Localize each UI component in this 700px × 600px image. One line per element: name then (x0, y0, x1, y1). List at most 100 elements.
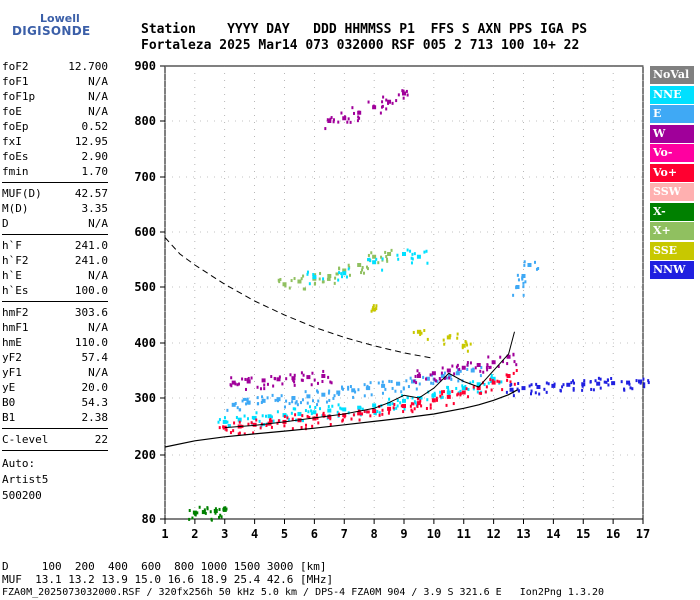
echo-mark (313, 378, 316, 382)
echo-mark (266, 396, 269, 400)
echo-mark (513, 360, 516, 364)
echo-mark (401, 394, 404, 398)
param-hf2: h`F2 241.0 (2, 254, 108, 267)
echo-mark (286, 416, 289, 420)
data-point (276, 377, 281, 382)
data-point (231, 402, 236, 407)
legend-item-vo: Vo- (650, 144, 694, 162)
echo-mark (237, 432, 240, 436)
echo-mark (497, 364, 500, 368)
echo-mark (396, 404, 399, 408)
param-value: 303.6 (74, 306, 108, 319)
echo-mark (193, 512, 196, 516)
echo-mark (381, 268, 384, 272)
echo-mark (528, 384, 531, 388)
echo-mark (603, 380, 606, 384)
data-point (491, 376, 496, 381)
echo-mark (274, 398, 277, 402)
echo-mark (269, 417, 272, 421)
echo-mark (378, 411, 381, 415)
echo-mark (441, 395, 444, 399)
legend-item-nnw: NNW (650, 261, 694, 279)
echo-mark (572, 379, 575, 383)
echo-mark (369, 259, 372, 263)
echo-mark (309, 405, 312, 409)
echo-mark (442, 338, 445, 342)
echo-mark (278, 375, 281, 379)
echo-mark (255, 418, 258, 422)
echo-mark (261, 414, 264, 418)
echo-mark (415, 387, 418, 391)
echo-mark (642, 377, 645, 381)
echo-mark (388, 397, 391, 401)
echo-mark (198, 505, 201, 509)
echo-mark (336, 272, 339, 276)
echo-mark (456, 363, 459, 367)
echo-mark (188, 517, 191, 521)
echo-mark (340, 407, 343, 411)
echo-mark (466, 349, 469, 353)
echo-mark (296, 403, 299, 407)
echo-mark (472, 367, 475, 371)
echo-mark (381, 100, 384, 104)
echo-mark (302, 419, 305, 423)
echo-mark (573, 381, 576, 385)
echo-mark (340, 111, 343, 115)
echo-mark (319, 407, 322, 411)
echo-mark (433, 377, 436, 381)
tick-label-x: 1 (161, 527, 168, 541)
echo-mark (244, 377, 247, 381)
echo-mark (332, 396, 335, 400)
echo-mark (300, 426, 303, 430)
echo-mark (214, 507, 217, 511)
echo-mark (263, 383, 266, 387)
echo-mark (390, 380, 393, 384)
echo-mark (234, 401, 237, 405)
echo-mark (365, 265, 368, 269)
echo-mark (455, 386, 458, 390)
autoscaling-text: 500200 (2, 489, 42, 502)
echo-mark (441, 366, 444, 370)
echo-mark (372, 305, 375, 309)
echo-mark (326, 118, 329, 122)
echo-mark (411, 252, 414, 256)
echo-mark (246, 399, 249, 403)
param-value: 110.0 (74, 336, 108, 349)
echo-mark (284, 284, 287, 288)
echo-mark (316, 390, 319, 394)
echo-mark (220, 515, 223, 519)
echo-mark (308, 282, 311, 286)
echo-mark (196, 511, 199, 515)
echo-mark (343, 415, 346, 419)
echo-mark (243, 432, 246, 436)
echo-mark (381, 380, 384, 384)
echo-mark (510, 382, 513, 386)
data-point (410, 379, 415, 384)
param-yf1: yF1 N/A (2, 366, 108, 379)
echo-mark (375, 257, 378, 261)
echo-mark (290, 411, 293, 415)
echo-mark (410, 256, 413, 260)
echo-mark (225, 507, 228, 511)
param-value: 22 (94, 433, 108, 446)
echo-mark (480, 365, 483, 369)
tick-label-y: 800 (134, 114, 156, 128)
echo-mark (581, 384, 584, 388)
autoscaling-text: Artist5 (2, 473, 49, 486)
data-point (431, 393, 436, 398)
echo-mark (394, 389, 397, 393)
echo-mark (358, 116, 361, 120)
legend-item-vo: Vo+ (650, 163, 694, 182)
echo-mark (472, 385, 475, 389)
param-value: N/A (88, 217, 108, 230)
echo-mark (300, 371, 303, 375)
echo-mark (331, 404, 334, 408)
echo-mark (307, 410, 310, 414)
echo-mark (314, 273, 317, 277)
echo-mark (429, 406, 432, 410)
echo-mark (336, 410, 339, 414)
echo-mark (432, 382, 435, 386)
echo-mark (361, 266, 364, 270)
data-point (297, 411, 302, 416)
tick-label-y: 500 (134, 280, 156, 294)
